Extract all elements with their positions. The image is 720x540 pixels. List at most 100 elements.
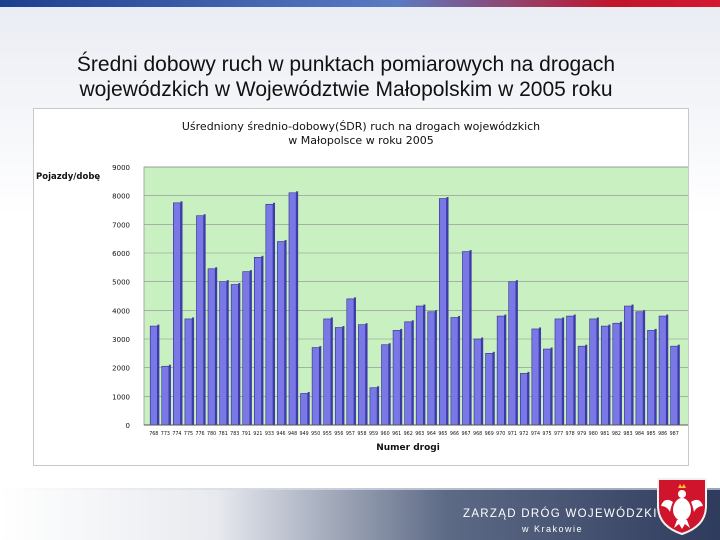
bar [647, 330, 655, 426]
bar [230, 284, 239, 426]
bar [184, 318, 193, 426]
bar-side [585, 344, 588, 425]
bar [346, 298, 355, 426]
y-tick-label: 6000 [112, 250, 130, 258]
bar-side [157, 324, 160, 425]
bar [392, 330, 401, 426]
x-tick-label: 972 [519, 431, 528, 437]
slide-title-line-2: wojewódzkich w Województwie Małopolskim … [79, 78, 613, 101]
y-tick-label: 7000 [112, 221, 130, 229]
bar [207, 268, 216, 426]
y-tick-label: 3000 [112, 336, 130, 344]
bar-side [168, 364, 171, 425]
bar-side [296, 191, 299, 425]
bar-side [330, 317, 333, 425]
bar-side [307, 391, 310, 425]
bar-side [677, 344, 680, 425]
bar-side [238, 283, 241, 425]
bar [624, 305, 632, 426]
bar [288, 192, 297, 426]
bar-side [573, 314, 576, 425]
bar-side [353, 297, 356, 425]
x-tick-label: 946 [276, 431, 285, 437]
x-tick-label: 964 [427, 431, 436, 437]
x-tick-label: 950 [311, 431, 320, 437]
bar [323, 318, 332, 426]
bar [450, 317, 459, 426]
bar-side [203, 214, 206, 425]
organization-city: w Krakowie [522, 524, 584, 534]
bar [473, 338, 482, 426]
bar-side [434, 310, 437, 425]
x-tick-label: 773 [161, 431, 170, 437]
x-tick-label: 955 [323, 431, 332, 437]
x-tick-label: 774 [172, 431, 181, 437]
bar [543, 348, 551, 426]
x-tick-label: 979 [577, 431, 586, 437]
bar-side [273, 202, 276, 425]
chart-title-line-2: w Małopolsce w roku 2005 [288, 134, 433, 147]
x-tick-label: 962 [404, 431, 413, 437]
bar [415, 305, 424, 426]
x-tick-label: 775 [184, 431, 193, 437]
x-tick-label: 966 [450, 431, 459, 437]
bar-side [377, 386, 380, 425]
bar [554, 318, 563, 426]
bar [219, 281, 228, 426]
bar-side [342, 326, 345, 425]
bar [670, 345, 679, 426]
x-tick-label: 974 [531, 431, 540, 437]
bar [358, 324, 366, 426]
bars [149, 191, 680, 426]
x-tick-label: 987 [670, 431, 679, 437]
x-tick-label: 963 [415, 431, 424, 437]
bar [531, 328, 540, 426]
bar-side [226, 280, 229, 425]
x-tick-label: 957 [346, 431, 355, 437]
bar [300, 393, 309, 426]
bar [462, 251, 470, 426]
bar-side [261, 255, 264, 425]
bar [589, 318, 598, 426]
bar [508, 281, 517, 426]
bar [566, 315, 575, 426]
chart-frame: Uśredniony średnio-dobowy(ŚDR) ruch na d… [33, 108, 691, 466]
bar [277, 241, 285, 426]
x-tick-label: 978 [566, 431, 575, 437]
x-tick-label: 958 [357, 431, 366, 437]
bar-side [562, 317, 565, 425]
bar [265, 203, 274, 426]
x-tick-label: 971 [508, 431, 517, 437]
bar-side [423, 304, 426, 425]
bar-side [469, 250, 472, 425]
bar-side [492, 351, 495, 425]
x-tick-label: 970 [496, 431, 505, 437]
bar-side [608, 324, 611, 425]
x-tick-label: 961 [392, 431, 401, 437]
y-tick-label: 0 [126, 422, 130, 430]
x-tick-label: 981 [600, 431, 609, 437]
x-tick-label: 965 [438, 431, 447, 437]
bar-side [504, 314, 507, 425]
x-tick-label: 980 [589, 431, 598, 437]
x-tick-label: 982 [612, 431, 621, 437]
x-tick-label: 969 [485, 431, 494, 437]
x-tick-label: 768 [149, 431, 158, 437]
x-tick-label: 776 [195, 431, 204, 437]
bar [161, 365, 170, 426]
x-tick-label: 780 [207, 431, 216, 437]
x-tick-labels: 768 773 774 775 776 780 781 783 791 921 933 946 948 9… [149, 431, 679, 437]
bar [427, 311, 436, 426]
x-tick-label: 948 [288, 431, 297, 437]
bar [253, 257, 262, 426]
bar-side [192, 317, 195, 425]
bar-side [319, 346, 322, 425]
bar-side [400, 328, 403, 425]
bar [334, 327, 343, 426]
bar [242, 271, 251, 426]
bar-side [215, 267, 218, 425]
bar [577, 345, 586, 426]
x-tick-label: 960 [381, 431, 390, 437]
x-tick-label: 791 [242, 431, 251, 437]
x-tick-label: 986 [658, 431, 667, 437]
